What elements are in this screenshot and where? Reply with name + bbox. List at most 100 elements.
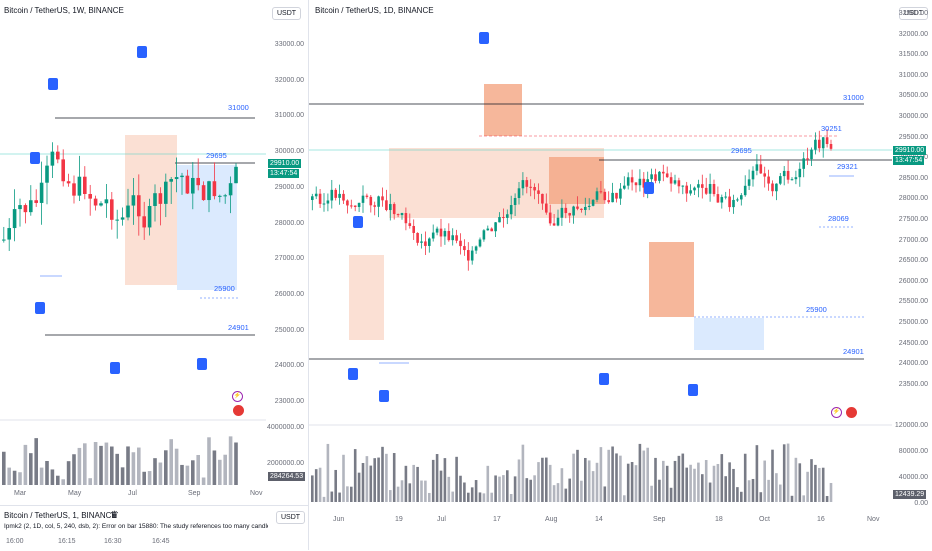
price-tick: 29000.00 xyxy=(274,183,304,191)
candle-body xyxy=(350,205,353,207)
candle-body xyxy=(650,174,653,180)
price-tick: 33000.00 xyxy=(274,41,304,48)
candle-body xyxy=(712,184,716,195)
volume-bar xyxy=(164,450,168,485)
candle-body xyxy=(494,222,497,232)
candle-body xyxy=(428,238,431,246)
volume-bar xyxy=(662,460,665,502)
volume-bar xyxy=(747,480,751,502)
left-volume-bars xyxy=(2,436,238,485)
volume-bar xyxy=(18,472,22,485)
candle-body xyxy=(443,230,447,237)
event-marker[interactable] xyxy=(353,216,363,228)
event-marker[interactable] xyxy=(348,368,358,380)
last-price-tag: 29910.00 xyxy=(893,146,927,155)
volume-bar xyxy=(357,472,361,502)
volume-bar xyxy=(642,450,646,502)
volume-bar xyxy=(634,465,638,502)
volume-bar xyxy=(591,471,595,502)
volume-bar xyxy=(365,456,369,502)
volume-bar xyxy=(212,450,217,485)
event-marker[interactable] xyxy=(137,46,147,58)
price-tick: 31500.00 xyxy=(898,51,928,59)
candle-body xyxy=(180,175,184,178)
candle-body xyxy=(201,185,206,201)
volume-bar xyxy=(158,462,163,485)
volume-bar xyxy=(455,456,458,502)
event-marker[interactable] xyxy=(110,362,120,374)
candle-body xyxy=(45,165,49,183)
candle-body xyxy=(673,180,677,184)
volume-bar xyxy=(142,471,146,485)
volume-bar xyxy=(630,462,634,502)
volume-tick: 120000.00 xyxy=(894,422,928,429)
volume-bar xyxy=(350,486,353,502)
flag-icon[interactable] xyxy=(845,406,858,419)
candle-body xyxy=(642,178,646,188)
volume-bar xyxy=(786,443,790,502)
volume-bar xyxy=(322,496,326,502)
time-tick: 17 xyxy=(493,516,501,523)
candle-body xyxy=(829,144,833,149)
right-currency-button[interactable]: USDT xyxy=(899,7,929,20)
candle-body xyxy=(218,195,222,197)
pane-divider[interactable] xyxy=(308,0,309,550)
event-marker[interactable] xyxy=(688,384,698,396)
volume-bar xyxy=(782,444,786,502)
volume-bar xyxy=(693,468,696,502)
volume-bar xyxy=(385,453,388,502)
right-chart-pane[interactable]: Bitcoin / TetherUS, 1D, BINANCE USDT 325… xyxy=(309,0,932,530)
candle-body xyxy=(802,158,805,169)
volume-bar xyxy=(720,454,724,502)
candle-body xyxy=(564,207,568,214)
price-tick: 30000.00 xyxy=(898,113,928,120)
event-marker[interactable] xyxy=(599,373,609,385)
volume-bar xyxy=(39,467,44,485)
volume-bar xyxy=(810,459,813,502)
volume-bar xyxy=(533,475,536,502)
event-marker[interactable] xyxy=(35,302,45,314)
volume-bar xyxy=(314,469,318,502)
volume-bar xyxy=(467,492,470,502)
volume-bar xyxy=(478,492,482,502)
event-marker[interactable] xyxy=(379,390,389,402)
candle-body xyxy=(164,181,168,204)
event-marker[interactable] xyxy=(30,152,40,164)
price-tick: 30000.00 xyxy=(274,148,304,156)
left-currency-button[interactable]: USDT xyxy=(272,7,302,20)
left-chart-pane[interactable]: Bitcoin / TetherUS, 1W, BINANCE USDT 330… xyxy=(0,0,308,505)
volume-bar xyxy=(234,442,238,485)
candle-body xyxy=(740,195,743,200)
volume-bar xyxy=(740,491,743,502)
candle-body xyxy=(318,193,322,204)
candle-body xyxy=(576,206,579,209)
candle-body xyxy=(169,179,173,182)
candle-body xyxy=(638,178,642,186)
left-chart-title: Bitcoin / TetherUS, 1W, BINANCE xyxy=(4,6,124,15)
time-tick: Oct xyxy=(759,516,770,523)
volume-bar xyxy=(509,494,513,502)
left-chart-canvas xyxy=(0,117,266,485)
candle-body xyxy=(552,223,556,226)
volume-bar xyxy=(775,473,778,502)
volume-bar xyxy=(180,464,184,485)
event-marker[interactable] xyxy=(197,358,207,370)
flag-icon[interactable] xyxy=(232,404,245,417)
bottom-chart-pane[interactable]: Bitcoin / TetherUS, 1, BINANCE ♛ USDT Ip… xyxy=(0,505,308,551)
candle-body xyxy=(104,199,109,204)
time-tick: 16:00 xyxy=(6,538,24,545)
price-tick: 28000.00 xyxy=(274,219,304,227)
price-tick: 24000.00 xyxy=(898,360,928,368)
event-marker[interactable] xyxy=(479,32,489,44)
bottom-currency-button[interactable]: USDT xyxy=(276,511,306,524)
volume-bar xyxy=(751,478,755,502)
volume-bar xyxy=(99,445,103,485)
time-tick: Nov xyxy=(867,516,880,523)
event-marker[interactable] xyxy=(644,182,654,194)
volume-bar xyxy=(459,475,462,502)
lightning-icon[interactable]: ⚡ xyxy=(232,391,243,402)
lightning-icon[interactable]: ⚡ xyxy=(831,407,842,418)
event-marker[interactable] xyxy=(48,78,58,90)
supply-zone-low xyxy=(649,242,694,317)
candle-body xyxy=(196,177,200,186)
